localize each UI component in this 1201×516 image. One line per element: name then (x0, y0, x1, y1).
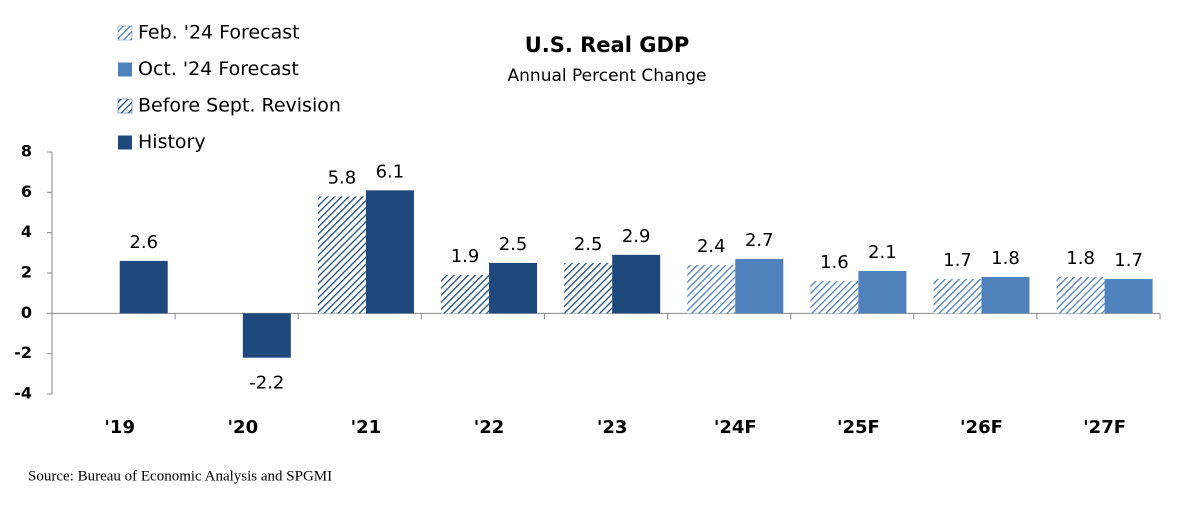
bar (1104, 279, 1153, 314)
value-label: 1.6 (820, 252, 849, 273)
bar (489, 262, 538, 314)
bar (119, 260, 168, 314)
bar (810, 281, 859, 314)
value-label: 2.5 (499, 234, 528, 255)
bar (735, 258, 784, 314)
x-tick-label: '22 (474, 417, 505, 438)
value-label: 1.7 (943, 250, 972, 271)
legend-swatch (118, 62, 132, 77)
x-tick-label: '20 (228, 417, 259, 438)
x-tick-label: '26F (960, 417, 1003, 438)
x-tick-label: '21 (351, 417, 382, 438)
legend-label: Oct. '24 Forecast (138, 58, 299, 80)
legend-label: Feb. '24 Forecast (138, 22, 300, 44)
value-label: 6.1 (376, 161, 405, 182)
bar (441, 275, 490, 314)
y-tick-label: 6 (21, 182, 32, 201)
y-tick-label: 4 (21, 222, 32, 241)
legend-swatch (117, 25, 133, 41)
value-label: 2.4 (697, 236, 726, 257)
value-label: 2.9 (622, 226, 651, 247)
source-note: Source: Bureau of Economic Analysis and … (28, 468, 332, 484)
bar (317, 196, 366, 314)
value-label: 1.7 (1114, 250, 1143, 271)
value-label: 2.7 (745, 230, 774, 251)
chart-subtitle: Annual Percent Change (508, 66, 707, 86)
bar (365, 190, 414, 314)
x-tick-label: '23 (597, 417, 628, 438)
bar (564, 262, 613, 314)
value-label: 2.6 (129, 232, 158, 253)
bar (687, 264, 736, 314)
value-label: -2.2 (249, 373, 284, 394)
x-tick-label: '19 (104, 417, 135, 438)
bar (242, 313, 291, 358)
value-label: 1.8 (991, 248, 1020, 269)
x-tick-label: '24F (714, 417, 757, 438)
legend-swatch (118, 135, 132, 150)
bar (933, 279, 982, 314)
y-tick-label: -4 (14, 384, 32, 403)
value-label: 2.1 (868, 242, 897, 263)
chart-title: U.S. Real GDP (525, 33, 690, 57)
legend-swatch (117, 98, 133, 114)
y-tick-label: 0 (21, 303, 32, 322)
value-label: 1.9 (451, 246, 480, 267)
x-tick-label: '27F (1083, 417, 1126, 438)
x-tick-label: '25F (837, 417, 880, 438)
y-tick-label: -2 (14, 343, 32, 362)
value-label: 1.8 (1066, 248, 1095, 269)
value-label: 5.8 (328, 167, 357, 188)
bar (612, 254, 661, 314)
legend-label: History (138, 131, 206, 153)
legend-label: Before Sept. Revision (138, 95, 341, 117)
bar (858, 270, 907, 314)
y-tick-label: 2 (21, 263, 32, 282)
bar (981, 277, 1030, 314)
y-tick-label: 8 (21, 142, 32, 161)
bar (1056, 277, 1105, 314)
value-label: 2.5 (574, 234, 603, 255)
